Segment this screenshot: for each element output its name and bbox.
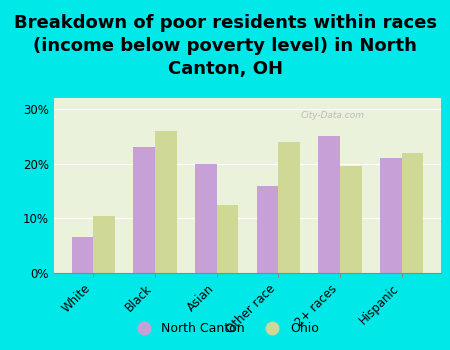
Bar bbox=[257, 186, 279, 273]
Bar bbox=[133, 147, 155, 273]
Text: City-Data.com: City-Data.com bbox=[301, 111, 364, 120]
Text: Breakdown of poor residents within races
(income below poverty level) in North
C: Breakdown of poor residents within races… bbox=[14, 14, 436, 78]
Bar bbox=[155, 131, 176, 273]
Bar bbox=[93, 216, 115, 273]
Bar bbox=[72, 237, 93, 273]
Bar bbox=[380, 158, 402, 273]
Legend: North Canton, Ohio: North Canton, Ohio bbox=[126, 317, 324, 340]
Bar bbox=[340, 166, 362, 273]
Bar bbox=[402, 153, 423, 273]
Bar bbox=[319, 136, 340, 273]
Bar bbox=[195, 164, 216, 273]
Bar bbox=[216, 205, 238, 273]
Bar bbox=[279, 142, 300, 273]
